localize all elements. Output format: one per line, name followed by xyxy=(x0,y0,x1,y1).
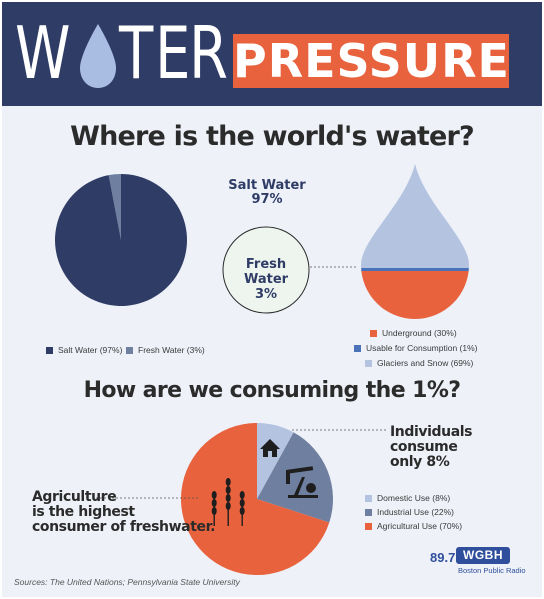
legend-label: Agricultural Use (70%) xyxy=(377,521,463,531)
individuals-line-1: Individuals consume xyxy=(390,424,473,455)
title-letter-e: E xyxy=(155,11,190,95)
legend-label: Industrial Use (22%) xyxy=(377,507,455,517)
heading-consuming: How are we consuming the 1%? xyxy=(83,378,461,403)
house-icon xyxy=(260,439,280,457)
logo-subtitle: Boston Public Radio xyxy=(458,566,526,575)
drop-band-underground xyxy=(361,271,469,319)
pressure-title: PRESSURE xyxy=(233,34,510,88)
legend-swatch xyxy=(365,522,372,530)
fresh-water-label: Fresh Water 3% xyxy=(224,257,308,302)
legend-item-usable: Usable for Consumption (1%) xyxy=(354,343,478,353)
pressure-box: PRESSURE xyxy=(233,34,509,88)
legend-label: Salt Water (97%) xyxy=(58,345,123,355)
legend-item-glaciers: Glaciers and Snow (69%) xyxy=(365,358,473,368)
agri-line-2: is the highest xyxy=(32,504,135,520)
legend-item-domestic: Domestic Use (8%) xyxy=(365,493,450,503)
agri-line-3: consumer of freshwater. xyxy=(32,519,216,535)
legend-item-underground: Underground (30%) xyxy=(370,328,457,338)
legend-swatch xyxy=(354,344,361,352)
legend-swatch xyxy=(365,508,372,516)
legend-label: Fresh Water (3%) xyxy=(138,345,205,355)
drop-band-glaciers xyxy=(361,164,469,268)
fresh-water-circle xyxy=(222,226,310,314)
legend-label: Domestic Use (8%) xyxy=(377,493,451,503)
legend-label: Glaciers and Snow (69%) xyxy=(377,358,474,368)
title-banner: W T E R PRESSURE xyxy=(2,2,542,106)
title-letter-r: R xyxy=(189,11,228,95)
legend-swatch xyxy=(126,346,133,354)
agri-line-1: Agriculture xyxy=(32,489,117,505)
legend-swatch xyxy=(365,359,372,367)
fresh-water-value: 3% xyxy=(254,287,278,302)
salt-water-label: Salt Water 97% xyxy=(217,179,317,207)
oil-pump-icon xyxy=(286,466,318,498)
legend-item-fresh: Fresh Water (3%) xyxy=(126,345,205,355)
pie-slice-agricultural xyxy=(181,423,330,575)
agriculture-annotation: Agriculture is the highest consumer of f… xyxy=(32,490,215,535)
fresh-water-label-text: Fresh Water xyxy=(243,257,289,287)
pie-slice-domestic xyxy=(257,423,294,499)
individuals-annotation: Individuals consume only 8% xyxy=(390,425,542,470)
legend-swatch xyxy=(46,346,53,354)
salt-water-value: 97% xyxy=(251,192,283,207)
legend-swatch xyxy=(370,329,377,337)
salt-water-label-text: Salt Water xyxy=(228,178,306,193)
drop-band-usable xyxy=(361,268,469,271)
title-letter-w: W xyxy=(15,11,71,95)
legend-item-agricultural: Agricultural Use (70%) xyxy=(365,521,462,531)
water-drop-icon xyxy=(80,24,116,88)
wheat-icon xyxy=(211,478,245,526)
heading-where: Where is the world's water? xyxy=(70,121,475,152)
logo-frequency: 89.7 xyxy=(430,550,456,565)
pie-slice-industrial xyxy=(257,432,333,523)
legend-swatch xyxy=(365,494,372,502)
legend-item-industrial: Industrial Use (22%) xyxy=(365,507,454,517)
title-letter-t: T xyxy=(119,11,153,95)
individuals-line-2: only 8% xyxy=(390,454,450,470)
legend-label: Underground (30%) xyxy=(382,328,457,338)
wgbh-logo: WGBH xyxy=(456,547,510,564)
sources-note: Sources: The United Nations; Pennsylvani… xyxy=(14,577,240,587)
legend-label: Usable for Consumption (1%) xyxy=(366,343,478,353)
pie-slice-fresh xyxy=(108,174,121,240)
legend-item-salt: Salt Water (97%) xyxy=(46,345,122,355)
pie-slice-salt xyxy=(54,174,187,307)
